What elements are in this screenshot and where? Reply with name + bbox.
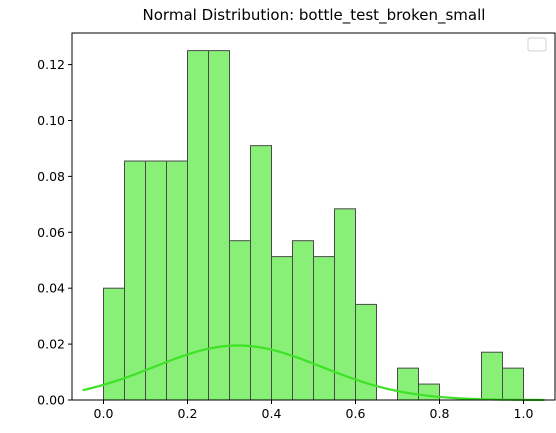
x-tick-label: 0.0 (94, 406, 114, 421)
y-tick-label: 0.04 (37, 281, 65, 296)
histogram-bar (166, 160, 188, 401)
histogram-bar (187, 50, 209, 401)
x-tick-label: 0.2 (178, 406, 198, 421)
histogram-bars (103, 50, 524, 401)
histogram-bar (502, 367, 524, 401)
histogram-bar (250, 145, 272, 401)
y-tick-label: 0.02 (37, 337, 65, 352)
histogram-bar (271, 256, 293, 401)
histogram-bar (313, 256, 335, 401)
x-axis: 0.0 0.2 0.4 0.6 0.8 1.0 (94, 400, 534, 421)
normal-curve-layer (82, 344, 545, 402)
plot-area-frame (71, 32, 556, 401)
histogram-bar (334, 208, 356, 401)
y-tick-label: 0.08 (37, 169, 65, 184)
y-tick-label: 0.06 (37, 225, 65, 240)
y-axis: 0.00 0.02 0.04 0.06 0.08 0.10 0.12 (37, 57, 72, 408)
legend (527, 37, 547, 52)
histogram-bar (124, 160, 146, 401)
x-tick-label: 1.0 (514, 406, 534, 421)
normal-curve (82, 344, 545, 402)
y-tick-label: 0.10 (37, 113, 65, 128)
x-tick-label: 0.4 (262, 406, 282, 421)
x-tick-label: 0.6 (346, 406, 366, 421)
x-tick-label: 0.8 (430, 406, 450, 421)
y-tick-label: 0.12 (37, 57, 65, 72)
y-tick-label: 0.00 (37, 393, 65, 408)
histogram-bar (292, 240, 314, 401)
histogram-bar (481, 351, 503, 401)
chart-title: Normal Distribution: bottle_test_broken_… (143, 6, 486, 25)
histogram-bar (229, 240, 251, 401)
